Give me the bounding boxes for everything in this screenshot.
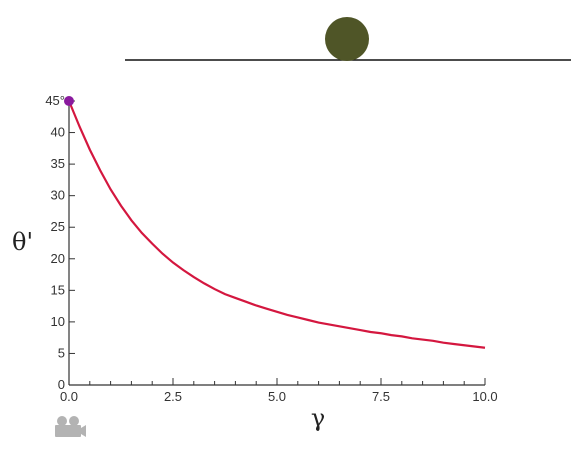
x-tick-label: 5.0 [268, 389, 286, 404]
data-series-line [67, 100, 486, 349]
y-tick-label: 20 [51, 251, 65, 266]
y-tick-label: 45° [45, 93, 65, 108]
y-axis-title: θ' [12, 228, 33, 256]
y-tick-label: 15 [51, 282, 65, 297]
y-tick-label: 35 [51, 156, 65, 171]
axes [68, 101, 485, 386]
y-tick-label: 40 [51, 125, 65, 140]
x-tick-label: 2.5 [164, 389, 182, 404]
camera-icon[interactable] [55, 416, 86, 437]
y-tick-label: 30 [51, 188, 65, 203]
y-tick-label: 0 [58, 377, 65, 392]
y-axis-ticks: 0 5 10 15 20 25 30 35 40 45° [45, 93, 75, 392]
x-tick-label: 10.0 [472, 389, 497, 404]
y-tick-label: 10 [51, 314, 65, 329]
start-point-marker[interactable] [64, 96, 74, 106]
x-tick-label: 7.5 [372, 389, 390, 404]
x-tick-label: 0.0 [60, 389, 78, 404]
x-axis-title: γ [311, 404, 325, 432]
y-tick-label: 25 [51, 219, 65, 234]
ball[interactable] [325, 17, 369, 61]
y-tick-label: 5 [58, 345, 65, 360]
x-axis-ticks: 0.0 2.5 5.0 7.5 10.0 [60, 378, 498, 404]
